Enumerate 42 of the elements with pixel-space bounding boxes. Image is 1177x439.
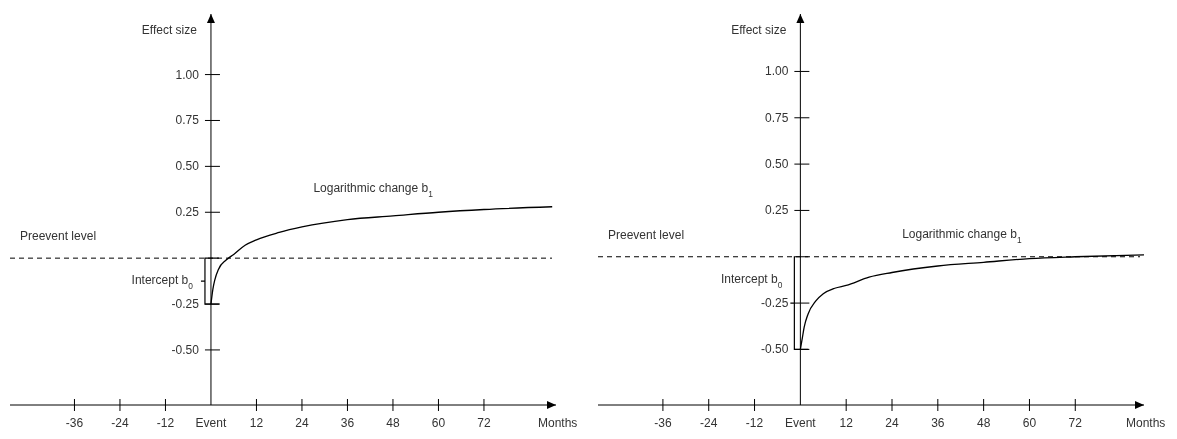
ref-line-label: Preevent level xyxy=(20,229,97,244)
x-tick-label: 60 xyxy=(431,416,446,430)
annotation: Intercept b$_{0}$ xyxy=(131,273,194,292)
x-tick-label: -36 xyxy=(65,416,84,430)
y-tick-label: -0.50 xyxy=(171,342,200,357)
annotation: Logarithmic change b$_{1}$ xyxy=(902,227,1022,246)
y-tick-label: -0.25 xyxy=(761,296,789,311)
x-tick-label: -24 xyxy=(111,416,129,430)
y-axis-title: Effect size xyxy=(731,23,787,37)
x-tick-label: 48 xyxy=(976,416,991,430)
x-tick-label: 12 xyxy=(839,416,854,430)
x-tick-label: 60 xyxy=(1022,416,1037,430)
y-axis-title: Effect size xyxy=(141,23,198,37)
x-tick-label: 24 xyxy=(885,416,899,430)
ref-line-label: Preevent level xyxy=(608,227,685,242)
y-tick-label: 1.00 xyxy=(175,67,200,82)
x-axis-title: Months xyxy=(538,416,578,430)
y-tick-label: 0.75 xyxy=(765,110,789,125)
x-tick-label: 48 xyxy=(386,416,400,430)
x-tick-label: Event xyxy=(195,416,227,430)
y-tick-label: 0.50 xyxy=(765,157,789,172)
y-tick-label: 0.50 xyxy=(175,159,200,174)
annotation: Intercept b$_{0}$ xyxy=(720,271,783,290)
x-tick-label: 72 xyxy=(1068,416,1083,430)
y-tick-label: 1.00 xyxy=(765,64,789,79)
y-tick-label: -0.50 xyxy=(761,342,789,357)
x-tick-label: -12 xyxy=(745,416,764,430)
x-tick-label: 72 xyxy=(477,416,491,430)
y-tick-label: 0.75 xyxy=(175,113,200,128)
x-tick-label: 24 xyxy=(295,416,309,430)
x-tick-label: -12 xyxy=(156,416,175,430)
x-tick-label: -24 xyxy=(700,416,718,430)
x-tick-label: 36 xyxy=(340,416,355,430)
x-tick-label: -36 xyxy=(654,416,672,430)
x-tick-label: 36 xyxy=(931,416,945,430)
x-tick-label: 12 xyxy=(249,416,264,430)
y-tick-label: 0.25 xyxy=(175,205,200,220)
annotation: Logarithmic change b$_{1}$ xyxy=(313,180,434,199)
y-tick-label: -0.25 xyxy=(171,297,200,312)
x-tick-label: Event xyxy=(785,416,817,430)
x-axis-title: Months xyxy=(1126,416,1166,430)
y-tick-label: 0.25 xyxy=(765,203,789,218)
